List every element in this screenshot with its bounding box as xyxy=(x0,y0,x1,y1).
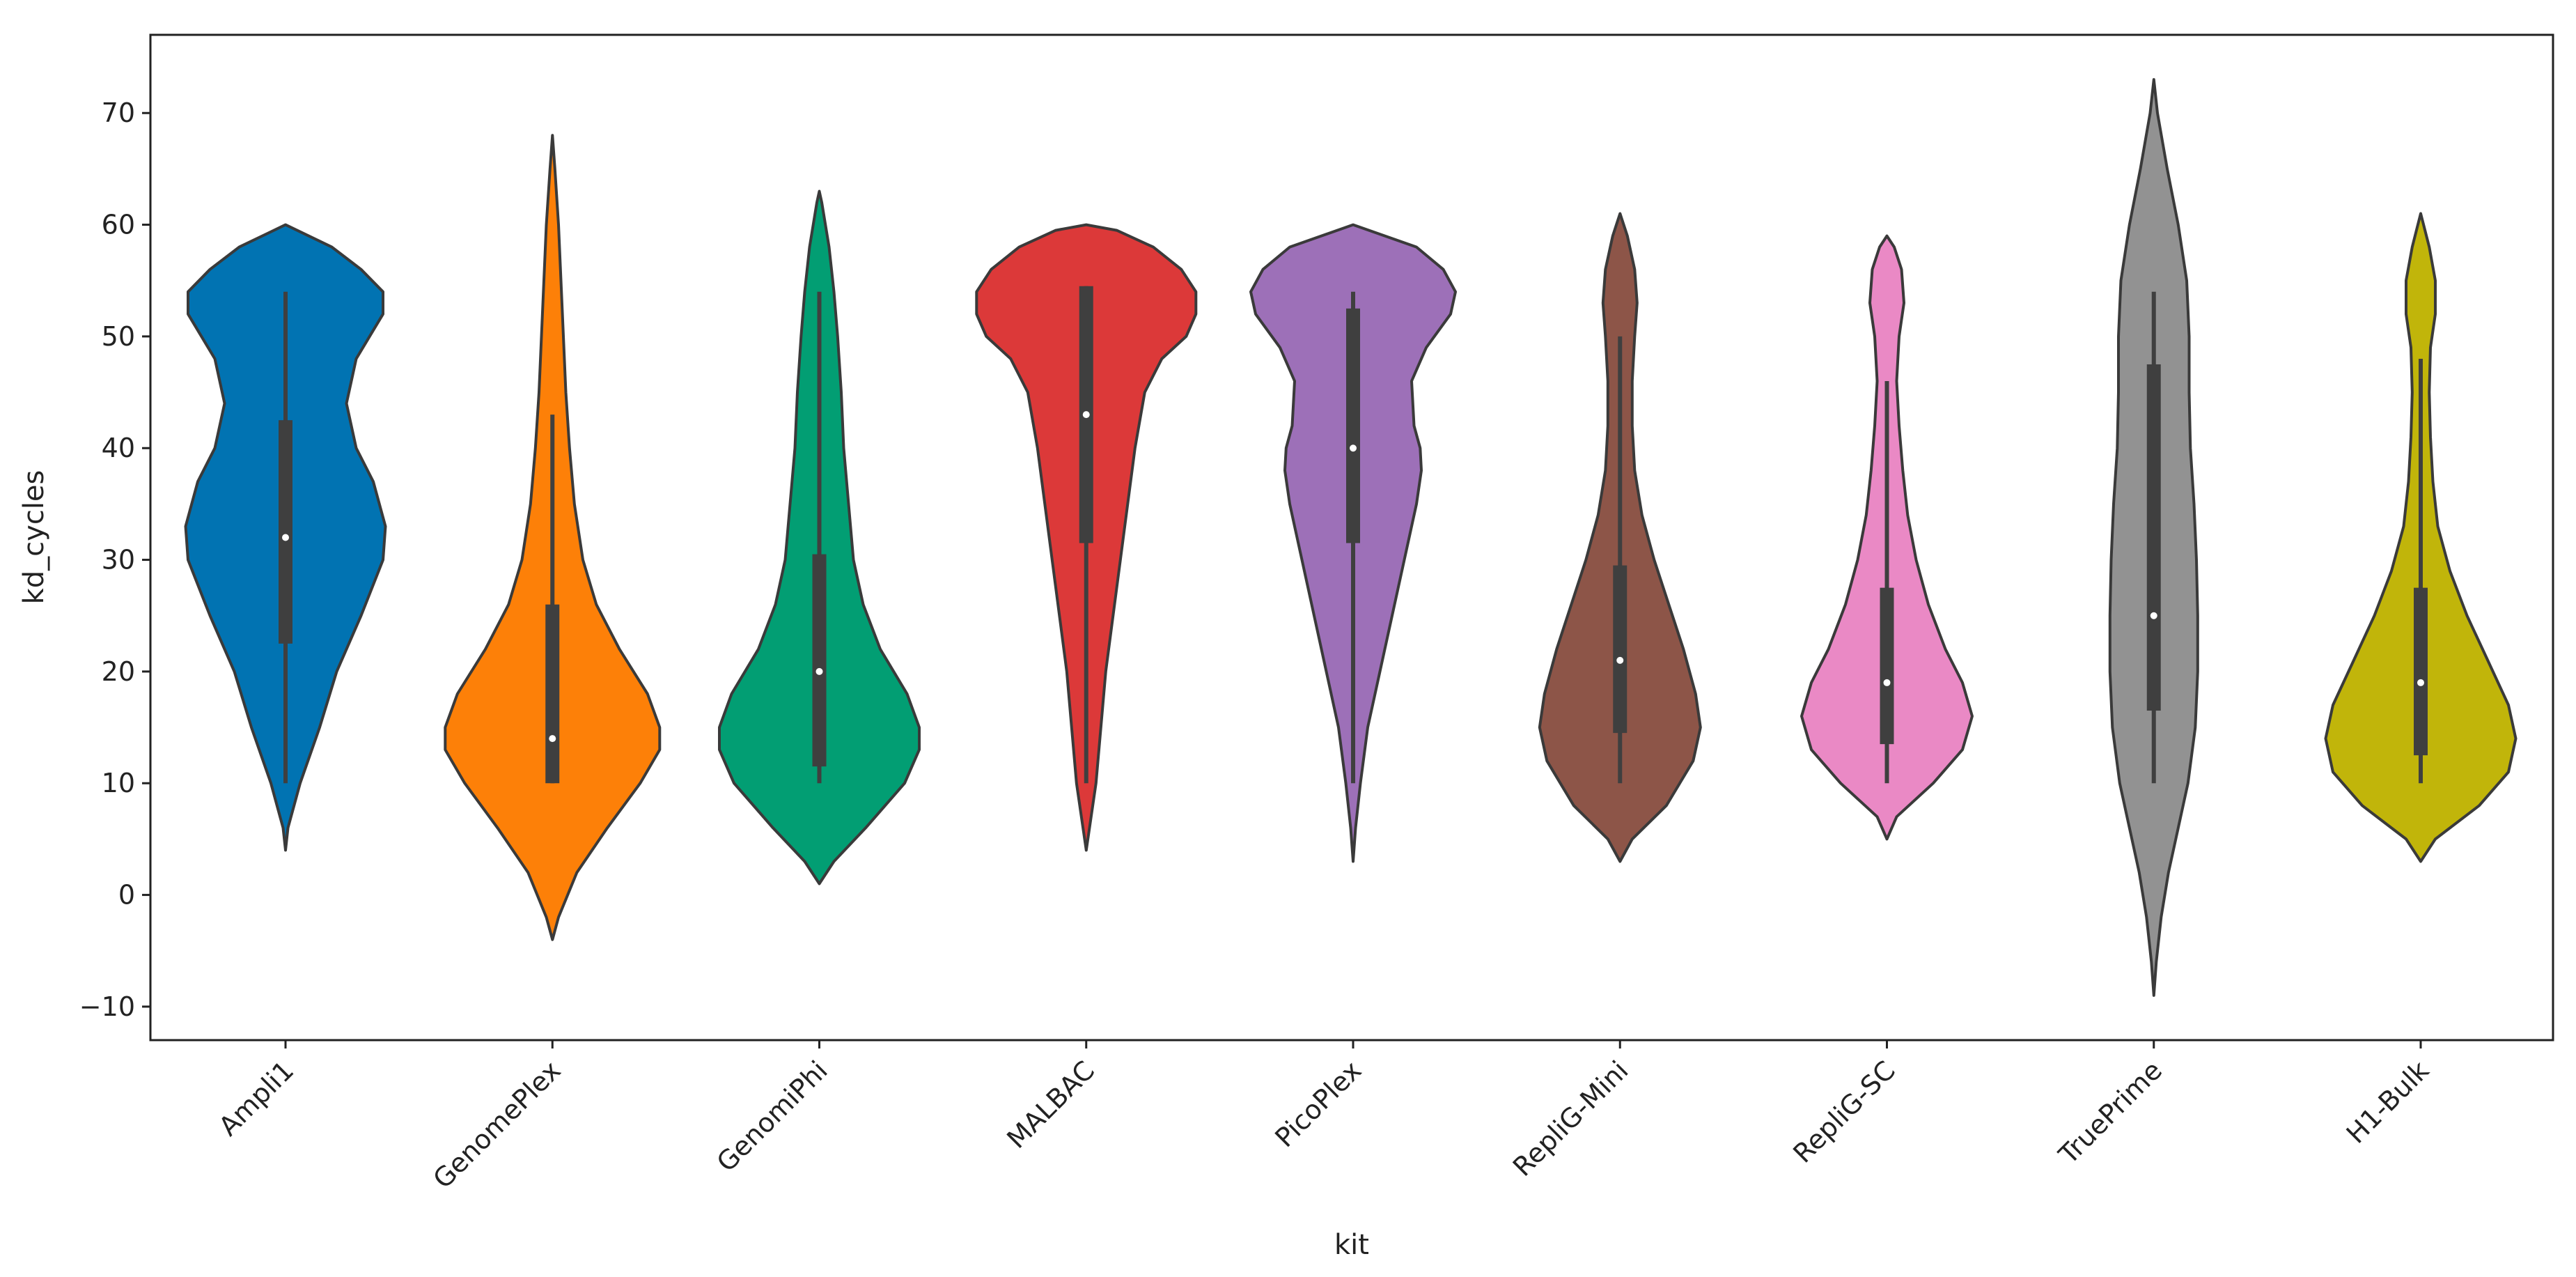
median-marker-replig-sc xyxy=(1883,679,1891,686)
median-marker-genomiphi xyxy=(815,667,823,675)
median-marker-ampli1 xyxy=(282,534,289,541)
iqr-box-replig-mini xyxy=(1613,565,1627,734)
median-marker-picoplex xyxy=(1350,444,1357,452)
y-tick-label: 50 xyxy=(102,321,135,352)
y-tick-label: 0 xyxy=(118,880,135,911)
y-tick-label: 10 xyxy=(102,768,135,798)
iqr-box-replig-sc xyxy=(1880,587,1894,745)
iqr-box-trueprime xyxy=(2146,364,2161,711)
y-tick-label: 30 xyxy=(102,545,135,575)
iqr-box-genomiphi xyxy=(812,554,827,767)
y-axis-label: kd_cycles xyxy=(18,470,50,605)
y-tick-label: 20 xyxy=(102,656,135,687)
y-axis-ticks: −10 0 10 20 30 40 50 60 70 xyxy=(79,98,150,1022)
boxes-layer xyxy=(279,286,2428,784)
plot-frame xyxy=(149,33,2554,1042)
iqr-box-ampli1 xyxy=(279,420,292,644)
y-tick-label: 70 xyxy=(102,98,135,128)
median-marker-h1-bulk xyxy=(2417,679,2424,686)
iqr-box-picoplex xyxy=(1346,308,1360,543)
y-tick-label: −10 xyxy=(79,991,135,1022)
x-axis-label: kit xyxy=(1334,1229,1369,1261)
median-marker-genomeplex xyxy=(549,735,556,743)
y-tick-label: 40 xyxy=(102,433,135,463)
y-tick-label: 60 xyxy=(102,210,135,240)
iqr-box-genomeplex xyxy=(545,604,560,784)
median-marker-trueprime xyxy=(2150,612,2157,619)
iqr-box-h1-bulk xyxy=(2414,587,2428,756)
median-marker-malbac xyxy=(1082,411,1090,419)
median-marker-replig-mini xyxy=(1616,656,1624,664)
